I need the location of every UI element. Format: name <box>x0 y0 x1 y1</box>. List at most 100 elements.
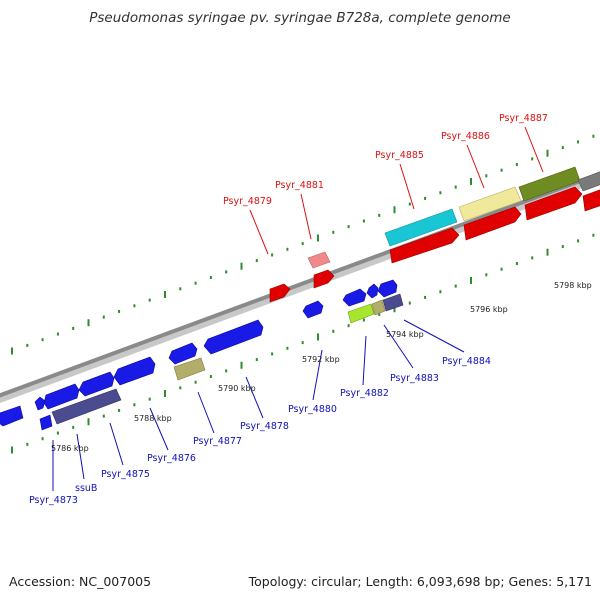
tick-minor <box>485 174 488 178</box>
genome-title: Pseudomonas syringae pv. syringae B728a,… <box>89 10 511 26</box>
tick-minor <box>179 386 182 390</box>
tick-minor <box>72 326 75 330</box>
gene-label-psyr-4879[interactable]: Psyr_4879 <box>223 196 272 207</box>
forward-strand-genes <box>269 166 600 303</box>
tick-major <box>164 389 166 397</box>
tick-minor <box>26 442 29 446</box>
gene-label-psyr-4881[interactable]: Psyr_4881 <box>275 180 324 191</box>
gene-psyr-4883[interactable] <box>371 299 386 316</box>
leader-psyr-4886 <box>466 144 485 189</box>
gene-psyr-4886-neighbor[interactable] <box>463 206 522 241</box>
tick-minor <box>577 239 580 243</box>
tick-minor <box>102 414 105 418</box>
gene-label-psyr-4876[interactable]: Psyr_4876 <box>147 453 196 464</box>
gene-label-psyr-4885[interactable]: Psyr_4885 <box>375 150 424 161</box>
tick-minor <box>194 281 197 285</box>
gene-psyr-4884[interactable] <box>382 293 404 312</box>
gene-psyr-4876-a[interactable] <box>78 371 115 397</box>
leader-psyr-4882 <box>362 335 367 386</box>
tick-minor <box>362 318 365 322</box>
tick-minor <box>362 219 365 223</box>
gene-label-ssub[interactable]: ssuB <box>75 483 97 494</box>
tick-minor <box>133 304 136 308</box>
gene-label-psyr-4887[interactable]: Psyr_4887 <box>499 113 548 124</box>
scale-labels: 5786 kbp 5788 kbp 5790 kbp 5792 kbp 5794… <box>51 281 592 453</box>
leader-psyr-4883 <box>383 324 414 369</box>
tick-minor <box>56 332 59 336</box>
tick-minor <box>515 163 518 167</box>
gene-psyr-4885-neighbor[interactable] <box>389 227 460 264</box>
gene-psyr-4873[interactable] <box>39 414 53 431</box>
scale-label: 5790 kbp <box>218 384 256 393</box>
leader-psyr-4880 <box>312 349 323 401</box>
gene-psyr-4886[interactable] <box>458 186 522 222</box>
tick-minor <box>439 191 442 195</box>
tick-major <box>11 446 13 454</box>
gene-label-psyr-4873[interactable]: Psyr_4873 <box>29 495 78 506</box>
gene-label-psyr-4883[interactable]: Psyr_4883 <box>390 373 439 384</box>
gene-right-edge-grey[interactable] <box>577 170 600 192</box>
tick-minor <box>439 290 442 294</box>
tick-minor <box>577 140 580 144</box>
tick-minor <box>225 369 228 373</box>
tick-minor <box>255 259 258 263</box>
tick-minor <box>424 295 427 299</box>
tick-major <box>546 248 549 256</box>
gene-psyr-4884-neighbor[interactable] <box>377 279 398 298</box>
gene-psyr-4881-part[interactable] <box>307 251 331 269</box>
gene-psyr-4885[interactable] <box>384 208 458 247</box>
gene-psyr-4882-neighbor[interactable] <box>342 288 367 307</box>
tick-minor <box>561 146 564 150</box>
tick-minor <box>531 157 534 161</box>
tick-minor <box>408 202 411 206</box>
gene-psyr-4887-neighbor[interactable] <box>524 186 583 221</box>
tick-minor <box>102 315 105 319</box>
gene-label-psyr-4884[interactable]: Psyr_4884 <box>442 356 491 367</box>
gene-psyr-4882[interactable] <box>347 303 375 324</box>
gene-left-edge-blue[interactable] <box>0 405 24 427</box>
tick-minor <box>378 213 381 217</box>
scale-label: 5794 kbp <box>386 330 424 339</box>
gene-psyr-4873-small[interactable] <box>34 396 46 411</box>
gene-ssub[interactable] <box>43 383 80 410</box>
tick-minor <box>454 185 457 189</box>
gene-psyr-4883-neighbor[interactable] <box>366 283 379 299</box>
gene-psyr-4881[interactable] <box>313 269 335 289</box>
tick-minor <box>531 256 534 260</box>
leader-psyr-4884 <box>403 319 465 353</box>
gene-psyr-4875[interactable] <box>51 388 122 425</box>
tick-major <box>546 149 549 157</box>
gene-label-psyr-4877[interactable]: Psyr_4877 <box>193 436 242 447</box>
tick-major <box>11 347 13 355</box>
gene-label-psyr-4886[interactable]: Psyr_4886 <box>441 131 490 142</box>
gene-psyr-4879[interactable] <box>269 283 291 303</box>
tick-minor <box>347 225 350 229</box>
tick-minor <box>209 375 212 379</box>
gene-psyr-4878[interactable] <box>203 319 264 355</box>
tick-minor <box>271 352 274 356</box>
tick-minor <box>515 262 518 266</box>
tick-minor <box>301 341 304 345</box>
gene-psyr-4880[interactable] <box>302 300 324 319</box>
tick-minor <box>485 273 488 277</box>
gene-psyr-4877-neighbor[interactable] <box>168 342 198 365</box>
tick-minor <box>271 253 274 257</box>
tick-minor <box>454 284 457 288</box>
tick-minor <box>408 301 411 305</box>
gene-label-psyr-4880[interactable]: Psyr_4880 <box>288 404 337 415</box>
gene-labels-reverse: Psyr_4873 ssuB Psyr_4875 Psyr_4876 Psyr_… <box>29 356 491 506</box>
gene-label-psyr-4882[interactable]: Psyr_4882 <box>340 388 389 399</box>
gene-psyr-4877[interactable] <box>173 357 206 381</box>
gene-label-psyr-4878[interactable]: Psyr_4878 <box>240 421 289 432</box>
scale-label: 5786 kbp <box>51 444 89 453</box>
gene-label-psyr-4875[interactable]: Psyr_4875 <box>101 469 150 480</box>
accession-text: Accession: NC_007005 <box>9 574 152 589</box>
gene-psyr-4876[interactable] <box>113 356 156 386</box>
tick-major <box>393 206 396 214</box>
tick-minor <box>347 324 350 328</box>
tick-minor <box>561 245 564 249</box>
gene-right-edge-red[interactable] <box>582 188 600 212</box>
tick-major <box>317 333 319 341</box>
tick-minor <box>194 380 197 384</box>
